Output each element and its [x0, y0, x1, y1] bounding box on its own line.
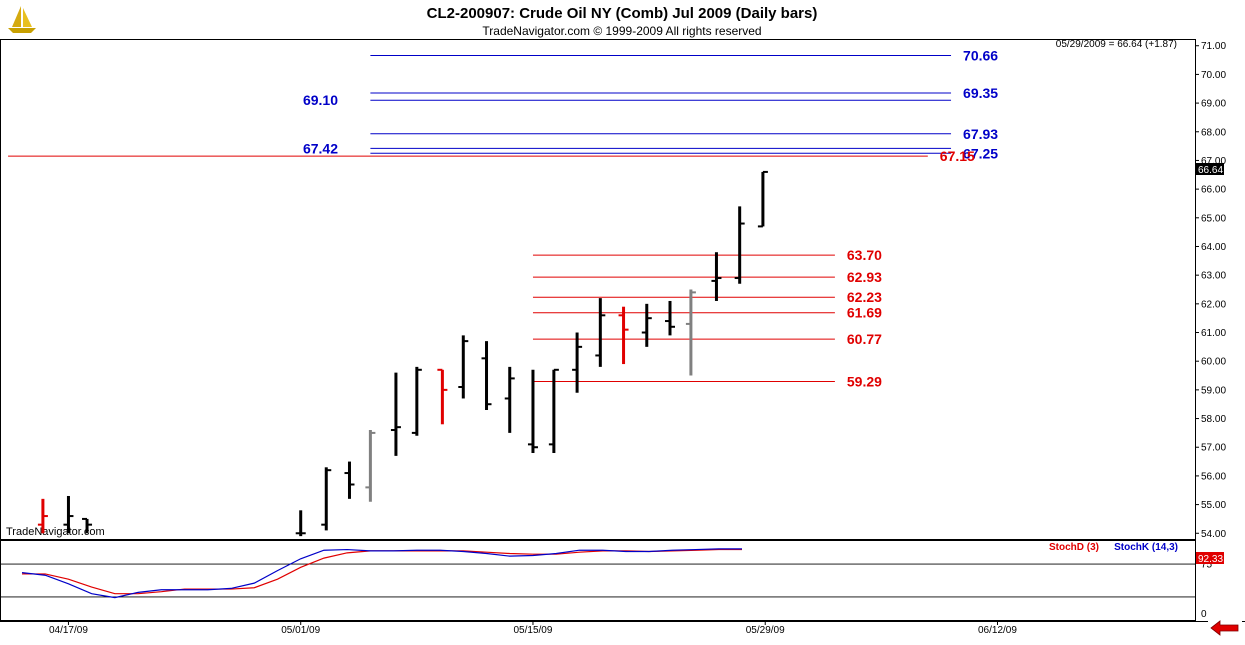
- ohlc-bar: [82, 517, 93, 534]
- ohlc-bar: [665, 300, 675, 336]
- ohlc-bar: [344, 461, 355, 499]
- last-price-tag: [1196, 163, 1224, 175]
- price-axis: 54.00 55.00 56.00 57.00 58.00 59.00 60.00 61.00…: [1195, 41, 1226, 540]
- last-price-info: 05/29/2009 = 66.64 (+1.87): [1056, 39, 1177, 50]
- ohlc-bar: [481, 341, 492, 410]
- level-label: 61.69: [847, 305, 882, 321]
- level-label: 70.66: [963, 47, 998, 63]
- y-tick-label: 65.00: [1201, 213, 1226, 224]
- level-label: 60.77: [847, 331, 882, 347]
- stoch-series-line: [21, 548, 742, 599]
- y-tick-label: 70.00: [1201, 70, 1226, 81]
- y-tick-label: 57.00: [1201, 443, 1226, 454]
- y-tick-label: 71.00: [1201, 41, 1226, 52]
- x-tick-label: 05/01/09: [281, 625, 320, 636]
- sailboat-logo-icon: [8, 6, 36, 33]
- ohlc-bar: [504, 366, 515, 433]
- y-tick-label: 67.00: [1201, 156, 1226, 167]
- ohlc-bar: [437, 368, 448, 425]
- level-label: 62.93: [847, 269, 882, 285]
- ohlc-bar: [548, 368, 559, 453]
- y-tick-label: 55.00: [1201, 500, 1226, 511]
- ohlc-bar: [618, 306, 629, 365]
- ohlc-bar: [295, 510, 306, 537]
- ohlc-bar: [711, 252, 722, 301]
- x-tick-label: 05/15/09: [513, 625, 552, 636]
- level-label: 67.15: [940, 148, 975, 164]
- stochastic-panel: [0, 540, 1196, 621]
- price-bars: [37, 170, 768, 537]
- level-label: 59.29: [847, 374, 882, 390]
- ohlc-bar: [734, 206, 745, 284]
- y-tick-label: 59.00: [1201, 385, 1226, 396]
- last-price-tag-label: 66.64: [1198, 165, 1223, 176]
- ohlc-bar: [757, 170, 768, 228]
- level-left-label: 69.10: [303, 92, 338, 108]
- ohlc-bar: [411, 366, 422, 436]
- level-label: 62.23: [847, 289, 882, 305]
- y-tick-label: 62.00: [1201, 299, 1226, 310]
- stoch-tick-label: 75: [1201, 560, 1213, 571]
- y-tick-label: 60.00: [1201, 357, 1226, 368]
- chart-subtitle: TradeNavigator.com © 1999-2009 All right…: [482, 24, 761, 38]
- ohlc-bar: [685, 289, 696, 376]
- y-tick-label: 54.00: [1201, 529, 1226, 540]
- ohlc-bar: [641, 303, 652, 347]
- stochk-legend: StochK (14,3): [1114, 542, 1178, 553]
- ohlc-bar: [63, 495, 74, 534]
- stoch-value-tag-label: 92.33: [1198, 554, 1223, 565]
- level-label: 63.70: [847, 247, 882, 263]
- chart-title: CL2-200907: Crude Oil NY (Comb) Jul 2009…: [427, 5, 818, 22]
- level-label: 67.93: [963, 126, 998, 142]
- y-tick-label: 64.00: [1201, 242, 1226, 253]
- date-axis: 04/17/09 05/01/09 05/15/09 05/29/09 06/12/09: [49, 621, 1017, 636]
- watermark: TradeNavigator.com: [6, 526, 105, 538]
- ohlc-bar: [572, 332, 583, 393]
- price-panel: [0, 39, 1196, 540]
- ohlc-bar: [527, 369, 538, 453]
- y-tick-label: 66.00: [1201, 185, 1226, 196]
- ohlc-bar: [390, 372, 401, 456]
- y-tick-label: 63.00: [1201, 271, 1226, 282]
- y-tick-label: 56.00: [1201, 471, 1226, 482]
- ohlc-bar: [365, 430, 376, 502]
- left-arrow-icon[interactable]: [1208, 620, 1242, 636]
- stochastic-lines: 75 0: [0, 548, 1213, 620]
- stochd-legend: StochD (3): [1049, 542, 1099, 553]
- ohlc-bar: [458, 335, 469, 399]
- y-tick-label: 68.00: [1201, 127, 1226, 138]
- ohlc-bar: [37, 498, 48, 534]
- x-tick-label: 05/29/09: [746, 625, 785, 636]
- ohlc-bar: [595, 298, 606, 367]
- x-tick-label: 06/12/09: [978, 625, 1017, 636]
- x-tick-label: 04/17/09: [49, 625, 88, 636]
- level-label: 69.35: [963, 85, 998, 101]
- y-tick-label: 61.00: [1201, 328, 1226, 339]
- y-tick-label: 69.00: [1201, 99, 1226, 110]
- level-label: 67.25: [963, 145, 998, 161]
- y-tick-label: 58.00: [1201, 414, 1226, 425]
- stoch-tick-label: 0: [1201, 609, 1207, 620]
- ohlc-bar: [321, 467, 332, 531]
- stoch-value-tag: [1196, 552, 1224, 564]
- level-left-label: 67.42: [303, 140, 338, 156]
